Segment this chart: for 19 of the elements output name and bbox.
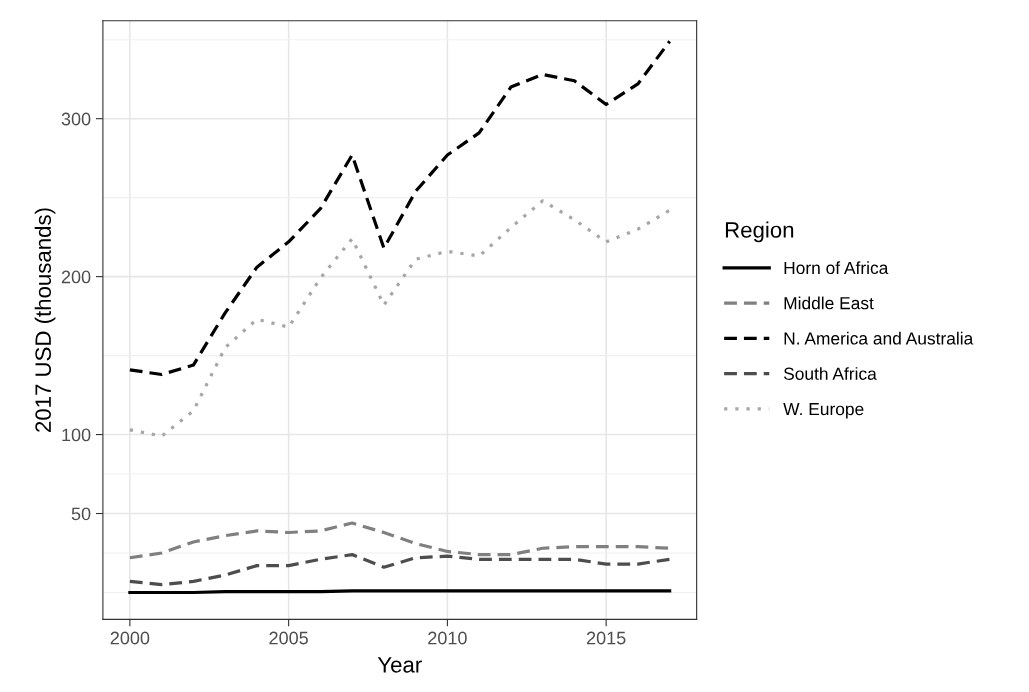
y-axis-title: 2017 USD (thousands) bbox=[34, 208, 56, 432]
x-tick-label: 2000 bbox=[110, 631, 150, 645]
y-tick-label: 100 bbox=[62, 428, 91, 442]
y-tick-label: 200 bbox=[61, 270, 91, 284]
legend-title: Region bbox=[725, 221, 794, 243]
x-tick-label: 2010 bbox=[428, 631, 467, 645]
y-tick-label: 300 bbox=[61, 112, 91, 126]
legend-label: South Africa bbox=[783, 367, 877, 380]
x-axis-title: Year bbox=[377, 657, 422, 673]
line-series bbox=[128, 39, 672, 377]
legend-label: Middle East bbox=[784, 296, 874, 310]
line-series bbox=[128, 552, 672, 587]
legend-label: Horn of Africa bbox=[784, 261, 889, 275]
legend-label: N. America and Australia bbox=[784, 331, 974, 345]
x-tick-label: 2015 bbox=[586, 631, 626, 645]
legend-label: W. Europe bbox=[783, 403, 864, 419]
y-tick-label: 50 bbox=[71, 507, 91, 521]
x-tick-label: 2005 bbox=[269, 631, 308, 645]
line-series bbox=[128, 199, 672, 438]
